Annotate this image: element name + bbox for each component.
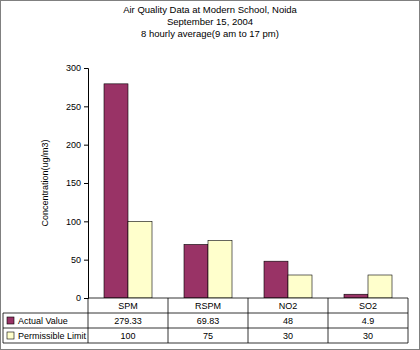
bar	[368, 275, 392, 298]
tick-mark	[84, 183, 88, 184]
chart-container: Air Quality Data at Modern School, Noida…	[0, 0, 420, 350]
legend-entry: Permissible Limit	[18, 331, 87, 341]
chart-border	[1, 1, 420, 350]
table-line	[328, 298, 329, 343]
table-line	[3, 313, 408, 314]
category-label: RSPM	[195, 301, 221, 311]
category-label: NO2	[279, 301, 298, 311]
chart-svg: Air Quality Data at Modern School, Noida…	[0, 0, 420, 350]
data-table: SPM RSPM NO2 SO2 Actual Value 279.33 69.83 48 4.…	[3, 298, 408, 343]
legend-swatch	[7, 332, 14, 339]
category-label: SPM	[118, 301, 138, 311]
subtitle: September 15, 2004	[167, 16, 253, 27]
table-line	[3, 343, 408, 344]
plot-area	[88, 68, 408, 298]
table-value: 4.9	[362, 316, 375, 326]
table-line	[3, 313, 4, 343]
bar	[128, 221, 152, 298]
tick-mark	[84, 298, 88, 299]
tick-label: 0	[76, 293, 81, 303]
tick: 200	[66, 140, 88, 150]
table-line	[88, 298, 89, 343]
subtitle: 8 hourly average(9 am to 17 pm)	[141, 28, 279, 39]
tick: 150	[66, 178, 88, 188]
y-axis: 0 50 100 150 200 250 300	[66, 63, 89, 303]
tick-label: 100	[66, 217, 81, 227]
tick: 100	[66, 217, 88, 227]
tick: 0	[76, 293, 88, 303]
tick: 300	[66, 63, 88, 73]
tick: 250	[66, 102, 88, 112]
tick-mark	[84, 221, 88, 222]
axis-line	[84, 69, 89, 299]
table-line	[168, 298, 169, 343]
tick: 50	[71, 255, 88, 265]
tick-label: 50	[71, 255, 81, 265]
bars	[104, 84, 392, 298]
tick-mark	[84, 68, 88, 69]
y-axis-title: Concentration(ug/m3)	[40, 139, 50, 226]
tick-label: 200	[66, 140, 81, 150]
bar	[104, 84, 128, 298]
table-value: 30	[283, 331, 293, 341]
title-group: Air Quality Data at Modern School, Noida…	[123, 4, 297, 39]
table-value: 69.83	[197, 316, 220, 326]
title: Air Quality Data at Modern School, Noida	[123, 4, 297, 15]
tick-label: 150	[66, 178, 81, 188]
legend-swatch	[7, 317, 14, 324]
table-value: 279.33	[114, 316, 142, 326]
bar	[264, 261, 288, 298]
table-value: 48	[283, 316, 293, 326]
table-value: 100	[120, 331, 135, 341]
table-value: 75	[203, 331, 213, 341]
category-label: SO2	[359, 301, 377, 311]
tick-label: 250	[66, 102, 81, 112]
table-value: 30	[363, 331, 373, 341]
bar	[184, 244, 208, 298]
table-line	[248, 298, 249, 343]
tick-mark	[84, 260, 88, 261]
tick-label: 300	[66, 63, 81, 73]
legend-entry: Actual Value	[18, 316, 68, 326]
bar	[288, 275, 312, 298]
bar	[208, 241, 232, 299]
tick-mark	[84, 145, 88, 146]
tick-mark	[84, 106, 88, 107]
table-line	[408, 298, 409, 343]
table-line	[3, 328, 408, 329]
bar	[344, 294, 368, 298]
